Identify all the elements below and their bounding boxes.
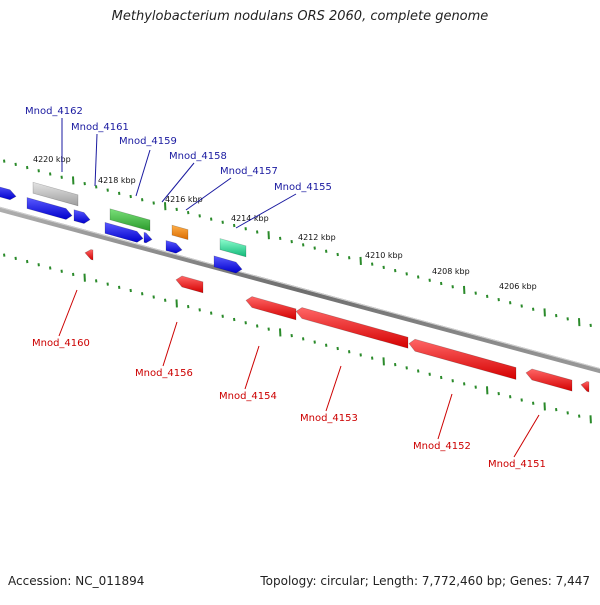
ruler-label: 4218 kbp [98, 176, 136, 185]
gene-label-forward: Mnod_4157 [220, 166, 278, 177]
gene-label-forward: Mnod_4162 [25, 106, 83, 117]
gene-label-reverse: Mnod_4151 [488, 459, 546, 470]
gene-reverse [581, 381, 589, 392]
label-leader-reverse [59, 290, 77, 336]
gene-label-forward: Mnod_4161 [71, 122, 129, 133]
label-leader-reverse [163, 322, 177, 366]
ruler-label: 4206 kbp [499, 282, 537, 291]
gene-forward [144, 232, 152, 243]
genome-stats-text: Topology: circular; Length: 7,772,460 bp… [260, 574, 590, 588]
gene-reverse [85, 249, 93, 260]
ruler-label: 4212 kbp [298, 233, 336, 242]
label-leader-forward [136, 150, 150, 196]
gene-label-reverse: Mnod_4153 [300, 413, 358, 424]
gene-label-reverse: Mnod_4154 [219, 391, 277, 402]
map-title: Methylobacterium nodulans ORS 2060, comp… [0, 9, 600, 24]
ruler-label: 4210 kbp [365, 251, 403, 260]
gene-label-forward: Mnod_4159 [119, 136, 177, 147]
gene-reverse [246, 297, 296, 320]
label-leader-reverse [514, 415, 539, 457]
gene-forward [166, 240, 182, 253]
gene-reverse [526, 369, 572, 391]
gene-orange [172, 225, 188, 239]
gene-label-reverse: Mnod_4152 [413, 441, 471, 452]
accession-text: Accession: NC_011894 [8, 574, 144, 588]
gene-forward [74, 210, 90, 224]
gene-label-forward: Mnod_4155 [274, 182, 332, 193]
gene-forward [0, 184, 16, 200]
label-leader-reverse [326, 366, 341, 411]
label-leader-reverse [245, 346, 259, 389]
ruler-label: 4214 kbp [231, 214, 269, 223]
gene-label-forward: Mnod_4158 [169, 151, 227, 162]
label-leader-forward [186, 178, 231, 210]
ruler-label: 4208 kbp [432, 267, 470, 276]
label-leader-reverse [438, 394, 452, 439]
ruler-label: 4220 kbp [33, 155, 71, 164]
gene-label-reverse: Mnod_4160 [32, 338, 90, 349]
label-leader-forward [95, 134, 97, 186]
gene-label-reverse: Mnod_4156 [135, 368, 193, 379]
gene-reverse [176, 276, 203, 293]
gene-teal [220, 239, 246, 257]
